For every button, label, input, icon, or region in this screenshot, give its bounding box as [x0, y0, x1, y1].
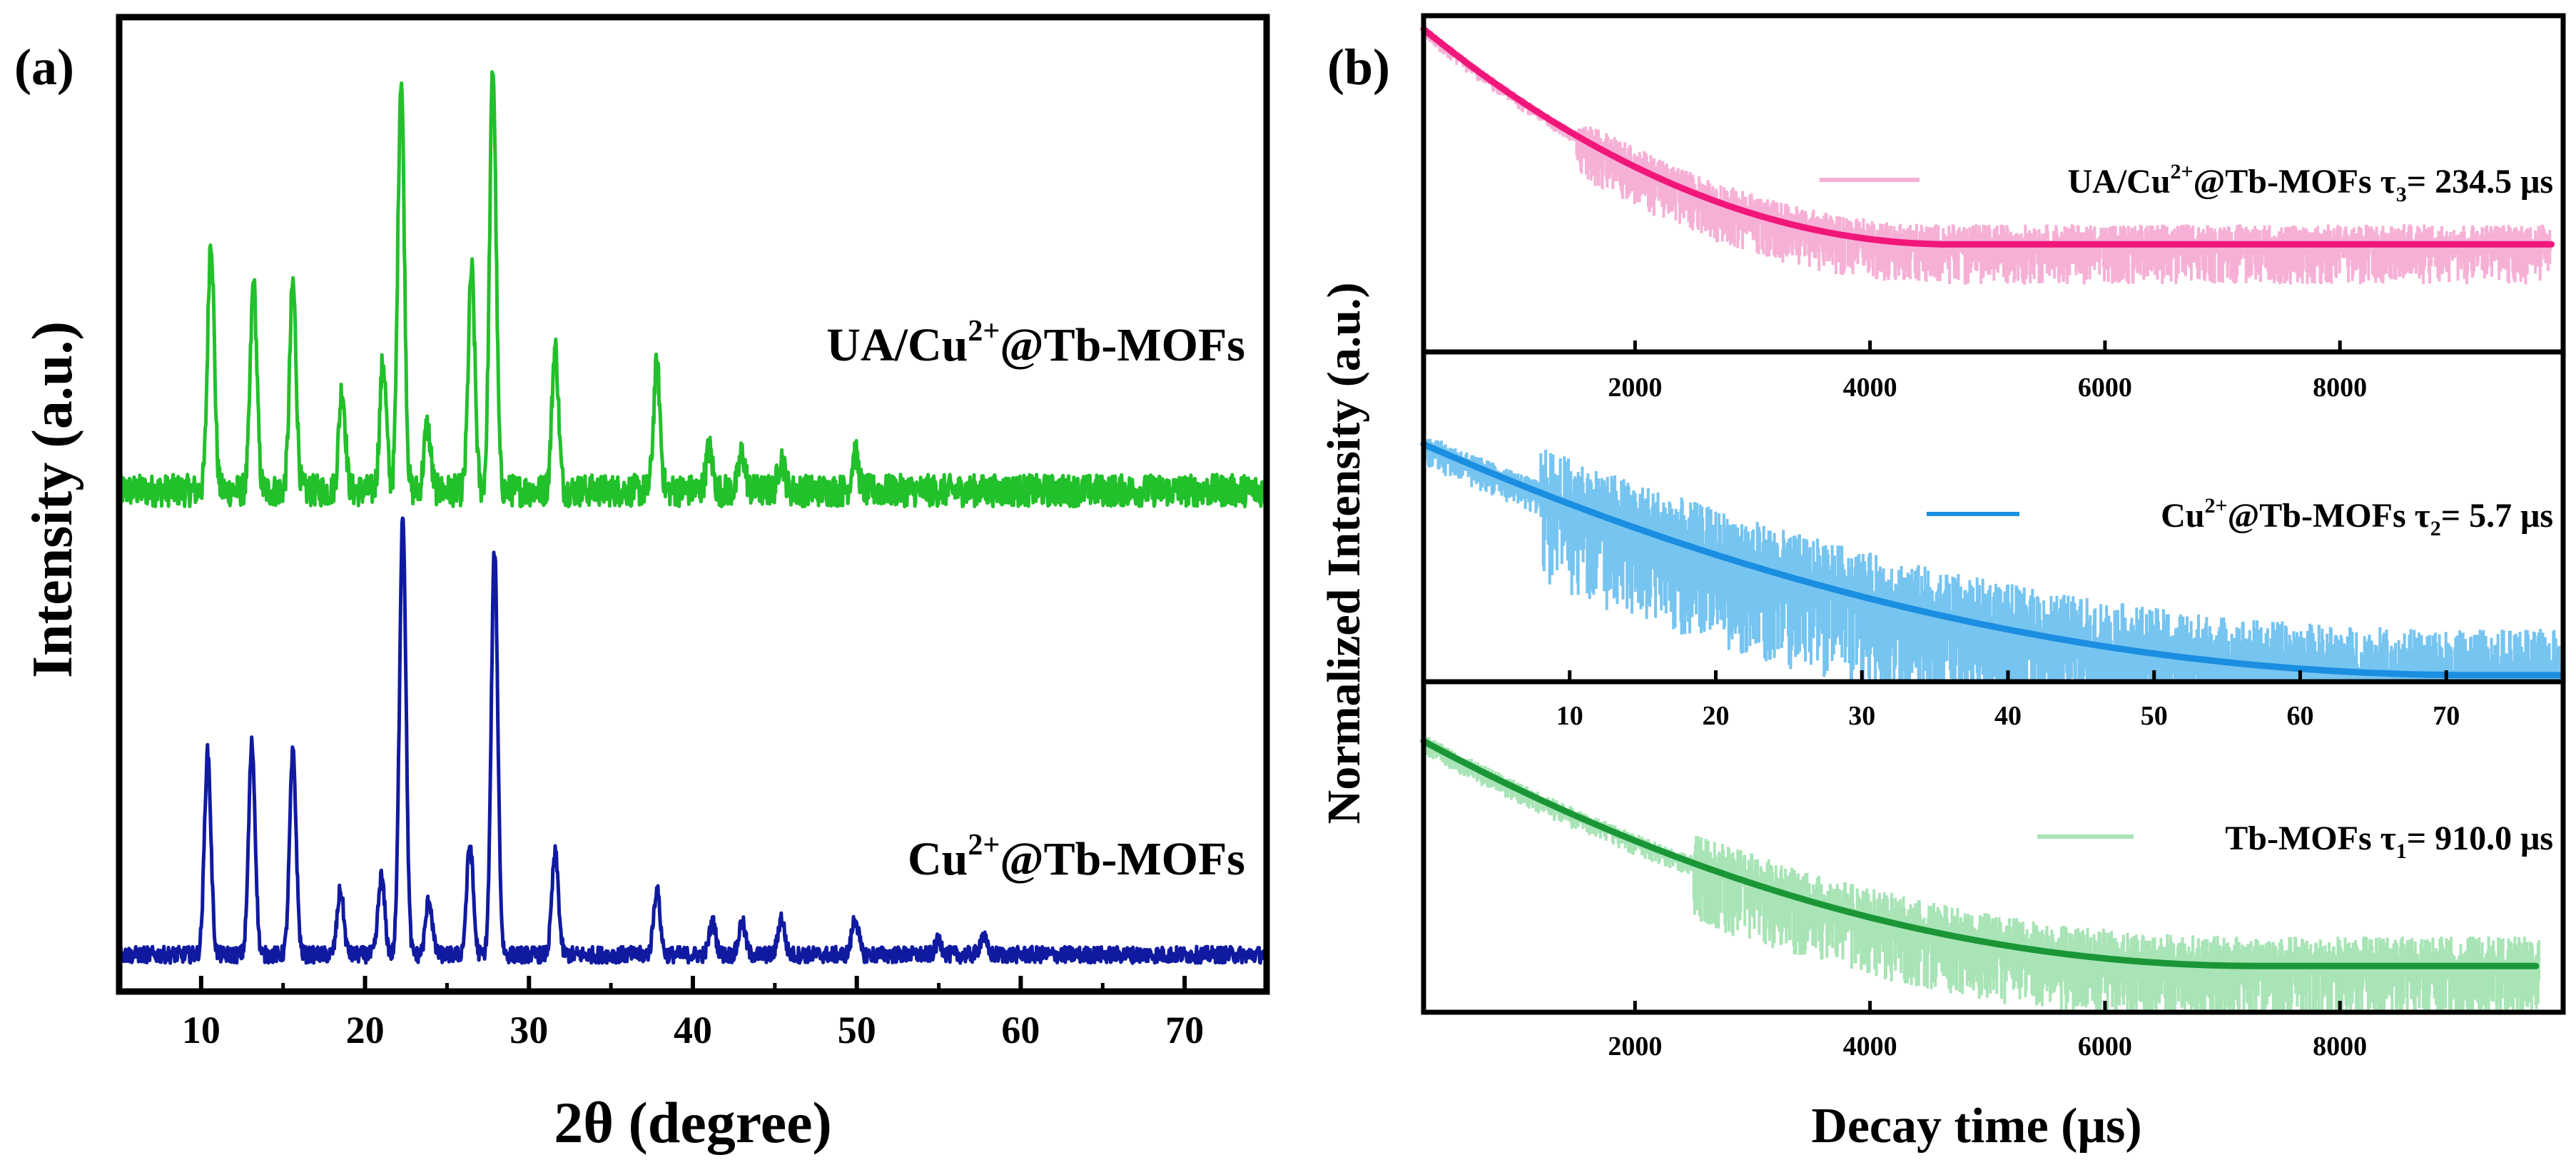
x-tick-label: 60	[1001, 1009, 1040, 1051]
decay-label-0-post2: = 234.5 μs	[2407, 163, 2553, 201]
decay-tick-label: 20	[1702, 701, 1729, 731]
panel-a-xlabel: 2θ (degree)	[554, 1090, 832, 1155]
decay-label-2-post2: = 910.0 μs	[2407, 819, 2553, 857]
decay-raw-2	[1422, 737, 2540, 1011]
decay-label-1-pre: Cu	[2161, 497, 2204, 535]
decay-label-1-sub: 2	[2430, 517, 2441, 540]
legend-label-ua-pre: UA/Cu	[826, 319, 968, 371]
x-tick-label: 10	[182, 1009, 220, 1051]
panel-a-label: (a)	[14, 39, 74, 96]
decay-tick-label: 10	[1556, 701, 1583, 731]
decay-label-1-post2: = 5.7 μs	[2441, 497, 2553, 535]
decay-tick-label: 8000	[2313, 373, 2367, 403]
decay-label-cu-tb-mofs: Cu2+@Tb-MOFs τ2= 5.7 μs	[2161, 494, 2553, 540]
decay-fit-0	[1420, 26, 2555, 248]
decay-label-0-sub: 3	[2396, 183, 2407, 206]
decay-tick-label: 40	[1994, 701, 2022, 731]
decay-tick-label: 30	[1848, 701, 1875, 731]
x-tick-label: 70	[1165, 1009, 1204, 1051]
decay-tick-label: 8000	[2313, 1032, 2367, 1061]
decay-tick-label: 60	[2286, 701, 2313, 731]
xrd-series-0	[117, 70, 1269, 509]
decay-label-2-sub: 1	[2396, 839, 2407, 863]
panel-b-label: (b)	[1327, 39, 1390, 96]
panel-b-frames	[1421, 13, 2566, 1015]
decay-label-2-pre: Tb-MOFs τ	[2225, 819, 2395, 857]
legend-label-ua-cu-tb-mofs: UA/Cu2+@Tb-MOFs	[826, 315, 1245, 371]
xrd-series-1	[118, 516, 1269, 965]
decay-fit-2	[1420, 737, 2540, 969]
panel-b-ylabel: Normalized Intensity (a.u.)	[1318, 283, 1370, 824]
decay-tick-label: 6000	[2078, 373, 2132, 403]
panel-a-ylabel: Intensity (a.u.)	[21, 321, 84, 678]
panel-b-xlabel: Decay time (μs)	[1811, 1099, 2141, 1154]
decay-label-0-sup: 2+	[2171, 160, 2194, 183]
decay-label-ua-cu-tb-mofs: UA/Cu2+@Tb-MOFs τ3= 234.5 μs	[2068, 160, 2554, 206]
decay-fit-1	[1420, 440, 2563, 679]
decay-tick-label: 50	[2141, 701, 2168, 731]
x-tick-label: 50	[838, 1009, 876, 1051]
panel-b-x-ticks: 2000 4000 6000 8000 10 20 30 40 50 60 70 2000 4000 60…	[1556, 178, 2460, 1061]
legend-label-cu-pre: Cu	[908, 833, 968, 885]
legend-label-cu-post: @Tb-MOFs	[1000, 833, 1245, 885]
decay-label-tb-mofs: Tb-MOFs τ1= 910.0 μs	[2225, 819, 2553, 863]
decay-label-1-sup: 2+	[2205, 494, 2228, 518]
legend-label-cu-tb-mofs: Cu2+@Tb-MOFs	[908, 829, 1245, 885]
panel-b: (b) Normalized Intensity (a.u.) Decay ti…	[1318, 13, 2566, 1154]
decay-tick-label: 2000	[1608, 1032, 1662, 1061]
panel-a-plot	[117, 70, 1269, 965]
panel-a-x-ticks: 10 20 30 40 50 60 70	[117, 976, 1269, 1051]
x-tick-label: 20	[346, 1009, 385, 1051]
legend-label-cu-sup: 2+	[968, 829, 1000, 862]
legend-label-ua-sup: 2+	[968, 315, 1000, 348]
legend-label-ua-post: @Tb-MOFs	[1000, 319, 1245, 371]
decay-tick-label: 2000	[1608, 373, 1662, 403]
decay-tick-label: 4000	[1843, 373, 1897, 403]
decay-label-0-post: @Tb-MOFs τ	[2194, 163, 2396, 201]
decay-raw-1	[1422, 438, 2564, 680]
decay-label-0-pre: UA/Cu	[2068, 163, 2171, 201]
panel-a: (a) Intensity (a.u.) 2θ (degree) 10 20 30 4…	[14, 14, 1270, 1155]
decay-label-1-post: @Tb-MOFs τ	[2228, 497, 2430, 535]
x-tick-label: 30	[509, 1009, 548, 1051]
decay-frame-2	[1421, 679, 2566, 1015]
x-tick-label: 40	[674, 1009, 712, 1051]
decay-tick-label: 4000	[1843, 1032, 1897, 1061]
decay-tick-label: 6000	[2078, 1032, 2132, 1061]
decay-tick-label: 70	[2433, 701, 2460, 731]
